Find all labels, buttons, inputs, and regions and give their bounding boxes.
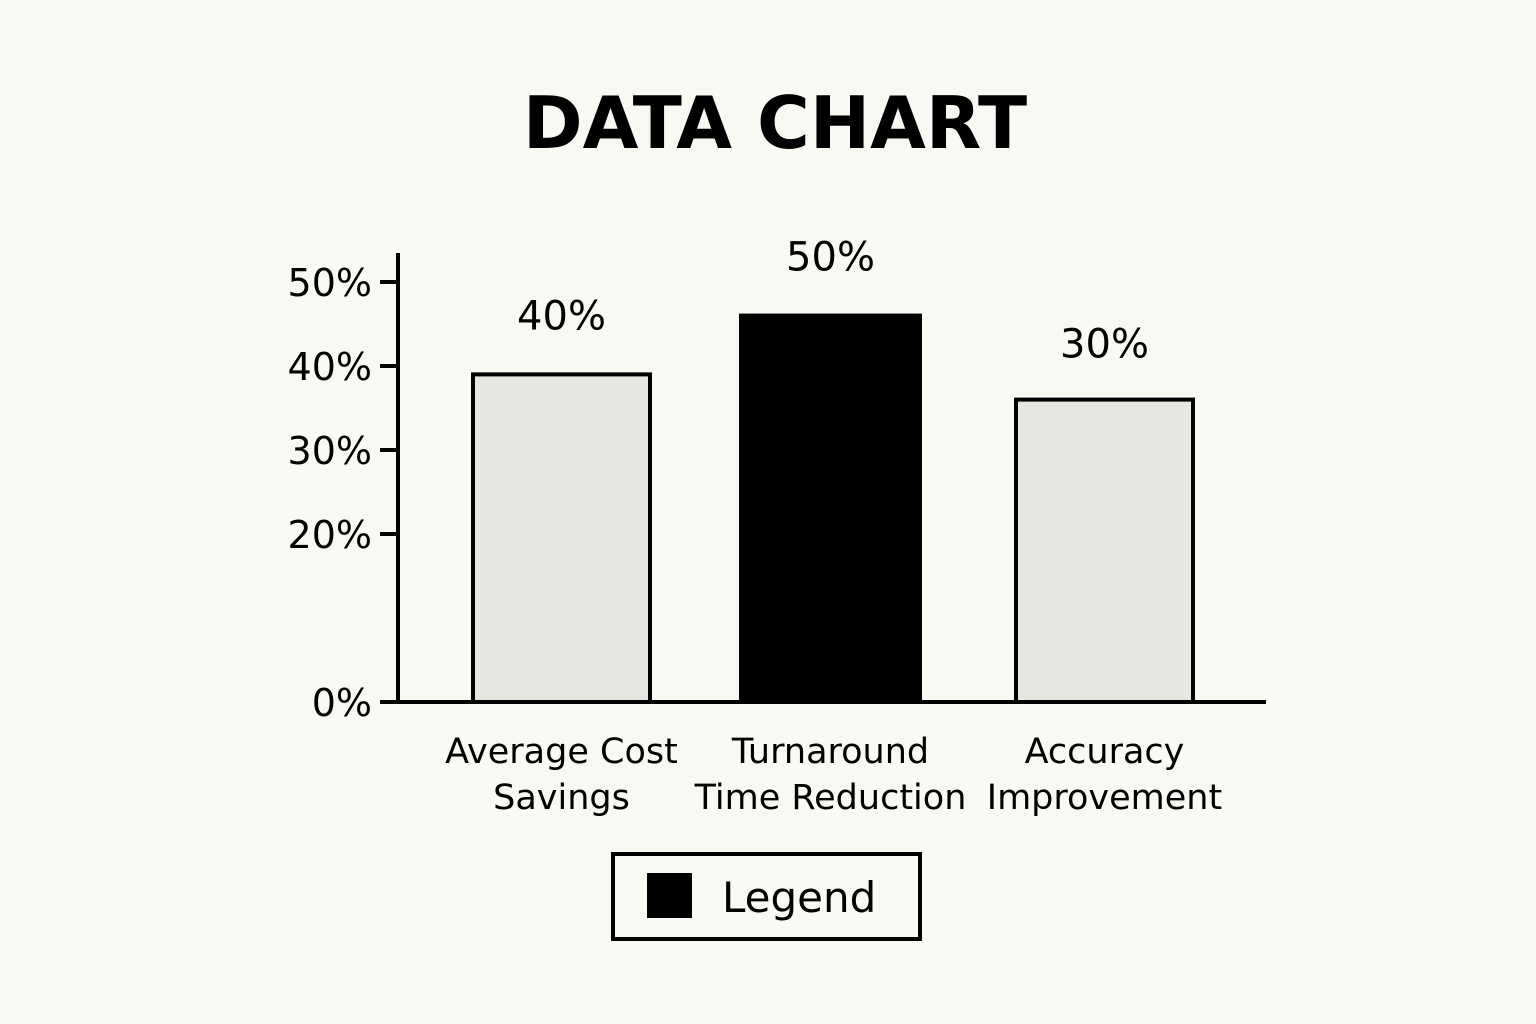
legend-box xyxy=(611,852,922,941)
legend-swatch xyxy=(647,873,692,918)
y-tick-label: 20% xyxy=(288,513,372,557)
bar-value-label: 50% xyxy=(786,235,875,281)
bar xyxy=(739,313,922,704)
x-category-label: Savings xyxy=(493,778,630,818)
x-category-label: Improvement xyxy=(987,778,1222,818)
legend: Legend xyxy=(611,852,922,941)
bar-value-label: 40% xyxy=(517,293,606,339)
y-tick-label: 0% xyxy=(312,681,372,725)
y-tick-label: 30% xyxy=(288,429,372,473)
x-category-label: Accuracy xyxy=(1025,732,1185,772)
x-category-label: Time Reduction xyxy=(694,778,967,818)
y-tick-label: 50% xyxy=(288,261,372,305)
x-category-label: Average Cost xyxy=(445,732,678,772)
x-category-label: Turnaround xyxy=(731,732,929,772)
x-axis: Average Cost Savings Turnaround Time Reduct… xyxy=(396,700,1266,818)
bar xyxy=(1014,397,1195,704)
bars: 40% 50% 30% xyxy=(471,235,1195,704)
y-axis: 0% 20% 30% 40% 50% xyxy=(288,253,400,725)
chart-title: DATA CHART xyxy=(523,81,1027,165)
bar-value-label: 30% xyxy=(1060,322,1149,368)
y-tick-label: 40% xyxy=(288,345,372,389)
bar xyxy=(471,372,652,704)
legend-label: Legend xyxy=(722,873,876,922)
